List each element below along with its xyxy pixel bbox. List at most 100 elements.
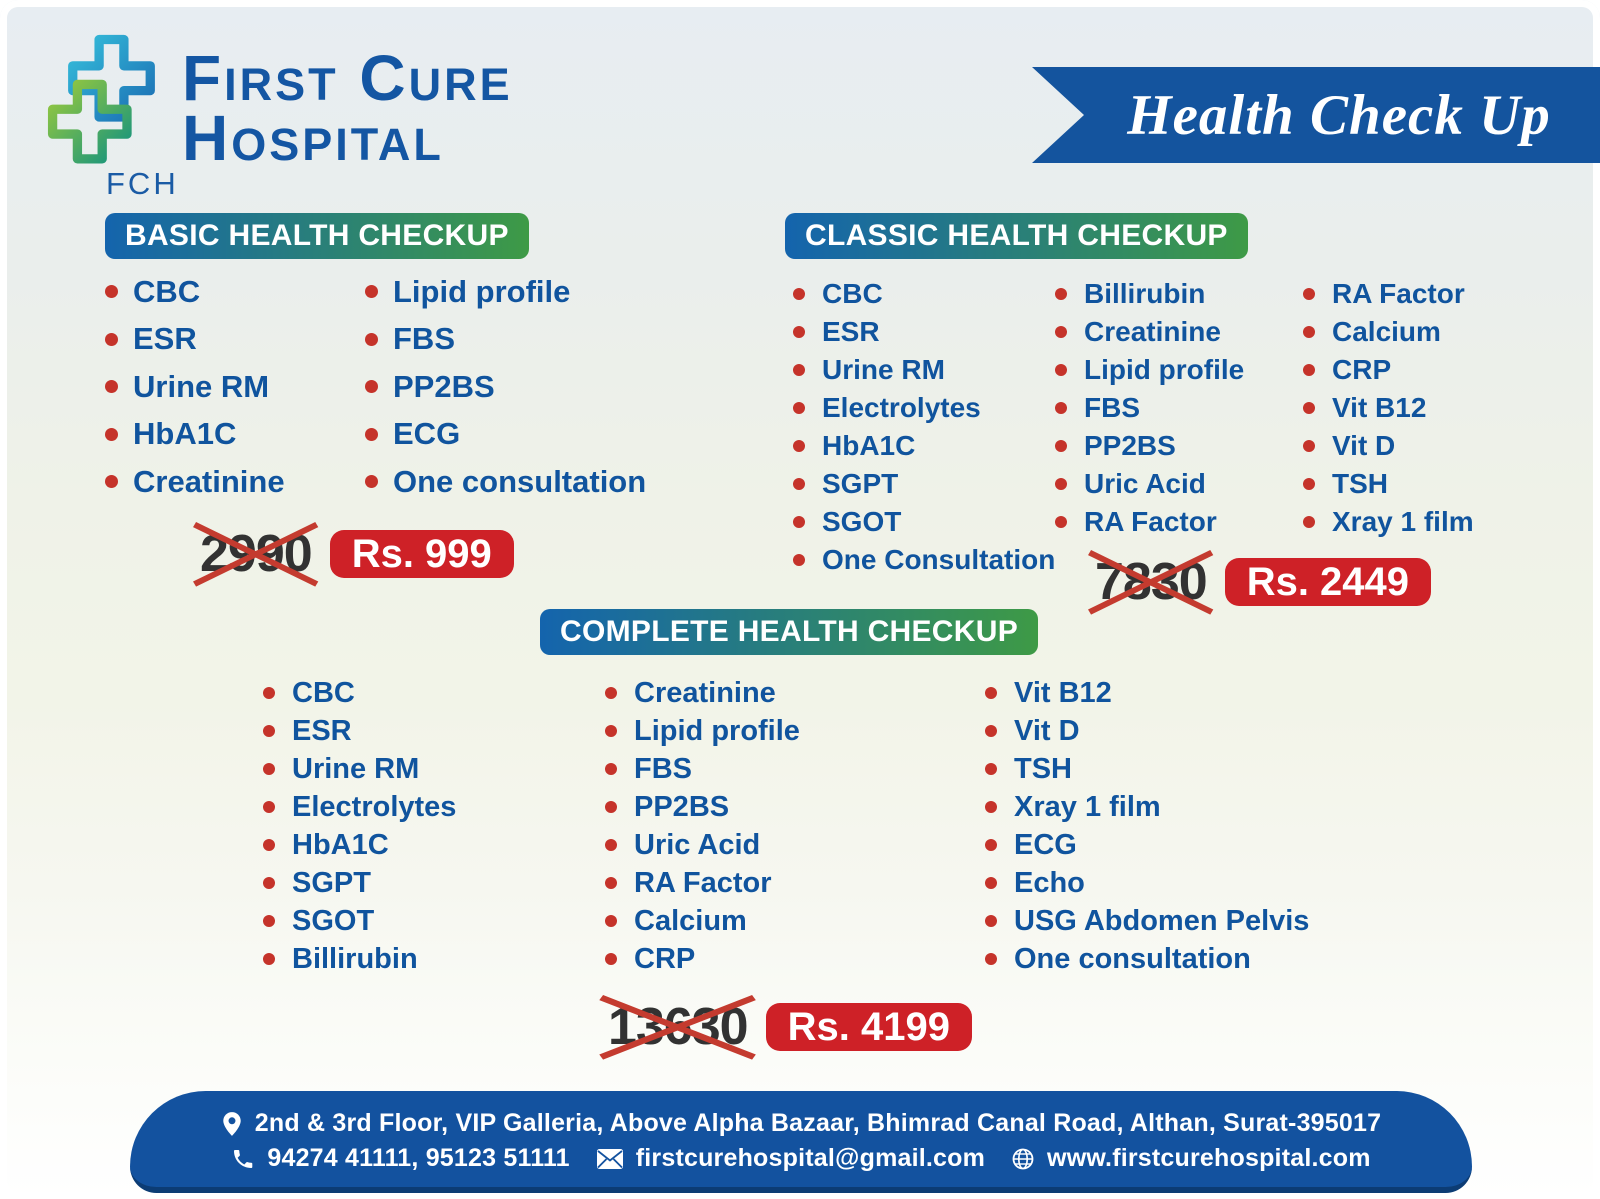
checkup-item: Urine RM	[105, 363, 365, 411]
checkup-item-label: Electrolytes	[822, 392, 981, 423]
checkup-item: Uric Acid	[605, 826, 985, 864]
checkup-item-label: Electrolytes	[292, 790, 457, 823]
footer-website-text: www.firstcurehospital.com	[1047, 1144, 1371, 1172]
checkup-item-label: CBC	[292, 676, 355, 709]
package-classic-old-price: 7830	[1088, 549, 1214, 615]
bullet-dot-icon	[1303, 288, 1315, 300]
checkup-item-label: USG Abdomen Pelvis	[1014, 904, 1310, 937]
bullet-dot-icon	[793, 288, 805, 300]
health-checkup-ribbon: Health Check Up	[1032, 67, 1600, 163]
checkup-item-label: HbA1C	[822, 430, 916, 461]
checkup-item: USG Abdomen Pelvis	[985, 902, 1405, 940]
checkup-item-label: PP2BS	[1084, 430, 1176, 461]
checkup-item: RA Factor	[1055, 503, 1303, 541]
dual-cross-logo-icon	[47, 34, 155, 164]
checkup-item: One consultation	[985, 940, 1405, 978]
bullet-dot-icon	[605, 801, 617, 813]
checkup-item-label: Lipid profile	[634, 714, 800, 747]
checkup-item: ESR	[793, 313, 1055, 351]
checkup-item: Xray 1 film	[1303, 503, 1533, 541]
checkup-item: One Consultation	[793, 541, 1055, 579]
bullet-dot-icon	[1055, 402, 1067, 414]
checkup-item: CBC	[263, 674, 605, 712]
package-complete-column-1: CBC ESR Urine RM Electrolytes HbA1C SGPT SGOT B…	[263, 674, 605, 978]
checkup-item-label: TSH	[1014, 752, 1072, 785]
bullet-dot-icon	[105, 427, 118, 441]
checkup-item-label: Uric Acid	[1084, 468, 1206, 499]
bullet-dot-icon	[985, 877, 997, 889]
checkup-item: RA Factor	[1303, 275, 1533, 313]
brand-name-line2: Hospital	[182, 102, 444, 174]
brand-name-line1: First Cure	[182, 42, 513, 114]
checkup-item: Echo	[985, 864, 1405, 902]
checkup-item-label: RA Factor	[1084, 506, 1217, 537]
checkup-item-label: HbA1C	[133, 416, 237, 452]
checkup-item: CRP	[1303, 351, 1533, 389]
strike-cross-icon	[193, 521, 319, 587]
bullet-dot-icon	[1055, 516, 1067, 528]
checkup-item: SGPT	[263, 864, 605, 902]
bullet-dot-icon	[985, 801, 997, 813]
globe-icon	[1012, 1148, 1034, 1169]
checkup-item: Vit B12	[1303, 389, 1533, 427]
checkup-item: HbA1C	[105, 411, 365, 459]
checkup-item-label: ESR	[822, 316, 880, 347]
bullet-dot-icon	[605, 763, 617, 775]
strike-cross-icon	[599, 994, 757, 1060]
checkup-item-label: ECG	[1014, 828, 1077, 861]
checkup-item: Vit D	[985, 712, 1405, 750]
checkup-item: SGOT	[263, 902, 605, 940]
bullet-dot-icon	[1303, 516, 1315, 528]
checkup-item-label: FBS	[634, 752, 692, 785]
bullet-dot-icon	[793, 440, 805, 452]
package-classic-price-row: 7830 Rs. 2449	[1088, 549, 1432, 615]
bullet-dot-icon	[1303, 326, 1315, 338]
brand-name: First Cure Hospital	[182, 42, 513, 174]
bullet-dot-icon	[793, 554, 805, 566]
footer-address-line: 2nd & 3rd Floor, VIP Galleria, Above Alp…	[221, 1109, 1381, 1138]
footer-phones-text: 94274 41111, 95123 51111	[267, 1144, 570, 1172]
checkup-item: RA Factor	[605, 864, 985, 902]
checkup-item: TSH	[1303, 465, 1533, 503]
bullet-dot-icon	[985, 915, 997, 927]
checkup-item-label: Xray 1 film	[1014, 790, 1161, 823]
footer-email-group: firstcurehospital@gmail.com	[596, 1144, 985, 1173]
bullet-dot-icon	[985, 687, 997, 699]
package-complete-column-3: Vit B12 Vit D TSH Xray 1 film ECG Echo USG Abd…	[985, 674, 1405, 978]
bullet-dot-icon	[263, 953, 275, 965]
package-complete-price-row: 13630 Rs. 4199	[599, 994, 972, 1060]
checkup-item: Electrolytes	[263, 788, 605, 826]
checkup-item-label: One consultation	[1014, 942, 1251, 975]
footer-website-group: www.firstcurehospital.com	[1011, 1144, 1371, 1173]
package-complete-price-badge: Rs. 4199	[765, 1003, 972, 1051]
checkup-item-label: Vit D	[1332, 430, 1396, 461]
package-basic-price-badge: Rs. 999	[329, 530, 514, 578]
checkup-item-label: PP2BS	[634, 790, 730, 823]
checkup-item-label: FBS	[393, 321, 455, 357]
checkup-item-label: Creatinine	[634, 676, 776, 709]
bullet-dot-icon	[1055, 440, 1067, 452]
package-complete: COMPLETE HEALTH CHECKUP CBC ESR Urine RM El…	[263, 609, 1423, 1069]
bullet-dot-icon	[605, 915, 617, 927]
checkup-item-label: TSH	[1332, 468, 1388, 499]
checkup-item: FBS	[1055, 389, 1303, 427]
checkup-item-label: CRP	[1332, 354, 1392, 385]
checkup-item-label: One Consultation	[822, 544, 1056, 575]
checkup-item: PP2BS	[605, 788, 985, 826]
checkup-item-label: SGPT	[822, 468, 899, 499]
bullet-dot-icon	[793, 326, 805, 338]
checkup-item: ESR	[263, 712, 605, 750]
bullet-dot-icon	[365, 380, 378, 394]
package-classic-title: CLASSIC HEALTH CHECKUP	[785, 213, 1248, 259]
checkup-item: ESR	[105, 316, 365, 364]
package-complete-old-price: 13630	[599, 994, 757, 1060]
bullet-dot-icon	[793, 402, 805, 414]
checkup-item-label: CRP	[634, 942, 696, 975]
package-classic-column-1: CBC ESR Urine RM Electrolytes HbA1C SGPT SGOT O…	[793, 275, 1055, 579]
bullet-dot-icon	[985, 953, 997, 965]
checkup-item: SGPT	[793, 465, 1055, 503]
checkup-item: Vit B12	[985, 674, 1405, 712]
package-basic-title: BASIC HEALTH CHECKUP	[105, 213, 529, 259]
strike-cross-icon	[1088, 549, 1214, 615]
